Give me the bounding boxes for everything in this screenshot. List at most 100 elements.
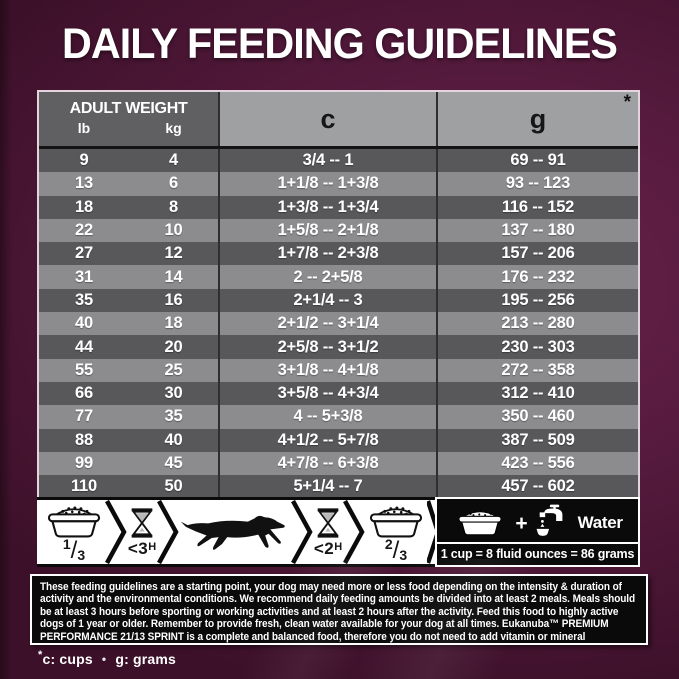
weight-lb-value: 13 [75,174,93,193]
feeding-notes-box: These feeding guidelines are a starting … [30,574,648,645]
chevron-right-icon [343,500,365,564]
table-row: 110 50 5+1/4 -- 7 457 -- 602 [39,475,638,499]
header-kg-label: kg [165,120,182,136]
cups-range-value: 3+1/8 -- 4+1/8 [218,358,436,382]
grams-range-value: 69 -- 91 [436,149,638,173]
weight-kg-value: 20 [164,337,183,356]
chevron-right-icon [291,500,313,564]
table-row: 99 45 4+7/8 -- 6+3/8 423 -- 556 [39,451,638,476]
weight-lb-value: 88 [75,430,93,449]
weight-lb-value: 31 [75,267,93,286]
weight-lb-value: 9 [79,151,89,170]
cups-range-value: 5+1/4 -- 7 [218,475,436,499]
weight-kg-value: 25 [164,360,183,379]
bowl-end-cell: 2/3 [365,500,427,564]
hourglass-icon [127,507,157,539]
cups-range-value: 3+5/8 -- 4+3/4 [218,381,436,406]
cups-range-value: 1+3/8 -- 1+3/4 [218,195,436,219]
hourglass-before-cell: <3H [127,500,157,564]
cups-range-value: 2 -- 2+5/8 [218,265,436,289]
bowl-start-fraction: 1/3 [62,536,86,564]
hourglass-icon [313,507,343,539]
table-row: 22 10 1+5/8 -- 2+1/8 137 -- 180 [39,218,638,243]
weight-lb-value: 27 [75,244,93,263]
food-bowl-icon [365,501,427,539]
header-grams-cell: g * [436,92,638,146]
table-row: 35 16 2+1/4 -- 3 195 -- 256 [39,288,638,313]
bullet-separator: • [101,652,107,666]
water-label: Water [577,512,623,532]
grams-range-value: 387 -- 509 [436,428,638,452]
footnote-asterisk: * [38,649,43,661]
weight-lb-value: 22 [75,221,93,240]
table-row: 31 14 2 -- 2+5/8 176 -- 232 [39,265,638,289]
cups-range-value: 2+1/4 -- 3 [218,288,436,313]
weight-kg-value: 16 [164,290,183,309]
weight-kg-value: 6 [169,174,178,193]
table-row: 66 30 3+5/8 -- 4+3/4 312 -- 410 [39,381,638,406]
sequence-icons: 1/3 <3H [37,497,435,567]
cups-range-value: 2+1/2 -- 3+1/4 [218,312,436,336]
hourglass-after-cell: <2H [313,500,343,564]
chevron-right-icon [427,500,435,564]
feeding-sequence-strip: 1/3 <3H [37,497,640,567]
table-row: 44 20 2+5/8 -- 3+1/2 230 -- 303 [39,335,638,359]
weight-kg-value: 8 [169,197,178,216]
bowl-end-fraction: 2/3 [384,536,408,564]
weight-kg-value: 50 [164,477,183,496]
weight-lb-value: 44 [75,337,93,356]
weight-kg-value: 4 [169,151,178,170]
footnote-asterisk-marker: * [623,92,631,113]
grams-range-value: 213 -- 280 [436,312,638,336]
grams-range-value: 423 -- 556 [436,451,638,476]
weight-lb-value: 55 [75,360,93,379]
cup-equivalence-text: 1 cup = 8 fluid ounces = 86 grams [437,542,638,565]
cups-range-value: 1+5/8 -- 2+1/8 [218,218,436,243]
weight-kg-value: 30 [164,384,183,403]
running-dog-icon [179,506,291,558]
cups-range-value: 2+5/8 -- 3+1/2 [218,335,436,359]
weight-lb-value: 110 [70,477,98,496]
weight-lb-value: 18 [75,197,93,216]
table-row: 77 35 4 -- 5+3/8 350 -- 460 [39,405,638,429]
cups-range-value: 3/4 -- 1 [218,149,436,173]
bowl-start-cell: 1/3 [43,500,105,564]
kibble-bowl-icon [452,505,508,537]
weight-kg-value: 10 [164,221,183,240]
plus-sign: + [515,512,528,535]
cups-range-value: 1+1/8 -- 1+3/8 [218,172,436,196]
grams-range-value: 157 -- 206 [436,242,638,266]
page-title: DAILY FEEDING GUIDELINES [62,20,618,68]
table-row: 55 25 3+1/8 -- 4+1/8 272 -- 358 [39,358,638,382]
chevron-right-icon [157,500,179,564]
header-cups-cell: c [218,92,436,146]
cups-range-value: 4+7/8 -- 6+3/8 [218,451,436,476]
cups-range-value: 4 -- 5+3/8 [218,405,436,429]
footnote-legend: *c: cups • g: grams [38,649,176,667]
grams-range-value: 312 -- 410 [436,381,638,406]
food-bowl-icon [43,501,105,539]
weight-kg-value: 14 [164,267,183,286]
header-grams-symbol: g [529,103,547,134]
header-adult-weight-group: ADULT WEIGHT lb kg [39,92,218,146]
feeding-table: ADULT WEIGHT lb kg c g * 9 4 3/4 -- 1 69… [37,90,640,501]
grams-range-value: 195 -- 256 [436,288,638,313]
hourglass-after-label: <2H [313,539,343,558]
table-row: 13 6 1+1/8 -- 1+3/8 93 -- 123 [39,172,638,196]
table-row: 27 12 1+7/8 -- 2+3/8 157 -- 206 [39,242,638,266]
grams-range-value: 350 -- 460 [436,405,638,429]
grams-range-value: 272 -- 358 [436,358,638,382]
feeding-notes-text: These feeding guidelines are a starting … [40,581,636,643]
water-row: + Water [437,499,638,542]
grams-range-value: 176 -- 232 [436,265,638,289]
table-row: 18 8 1+3/8 -- 1+3/4 116 -- 152 [39,195,638,219]
chevron-right-icon [105,500,127,564]
footnote-cups: c: cups [42,651,93,667]
cups-range-value: 4+1/2 -- 5+7/8 [218,428,436,452]
faucet-water-icon [535,503,571,539]
grams-range-value: 137 -- 180 [436,218,638,243]
weight-kg-value: 18 [164,314,183,333]
table-row: 9 4 3/4 -- 1 69 -- 91 [39,149,638,173]
cups-range-value: 1+7/8 -- 2+3/8 [218,242,436,266]
